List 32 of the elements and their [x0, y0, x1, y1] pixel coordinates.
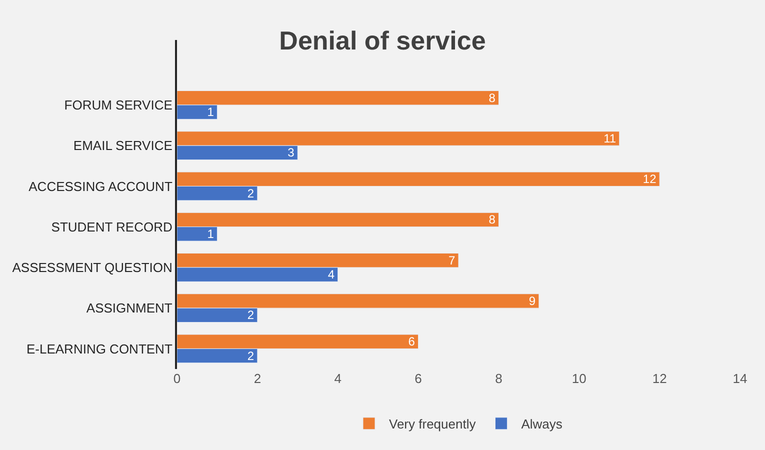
y-tick-label: E-LEARNING CONTENT: [26, 341, 172, 356]
data-label: 6: [408, 334, 416, 349]
data-label: 2: [247, 348, 254, 363]
y-tick-label: STUDENT RECORD: [51, 219, 172, 234]
x-tick-label: 12: [652, 371, 667, 386]
data-label: 12: [642, 172, 657, 186]
data-label: 4: [328, 268, 335, 282]
y-tick-label: ASSIGNMENT: [86, 300, 172, 316]
data-label: 1: [207, 105, 214, 120]
chart-title: Denial of service: [279, 26, 486, 56]
legend-label: Always: [521, 416, 563, 432]
data-label: 2: [247, 308, 254, 322]
y-tick-label: ASSESSMENT QUESTION: [12, 260, 172, 276]
data-label: 8: [488, 212, 496, 227]
x-tick-label: 4: [334, 371, 342, 386]
x-tick-label: 14: [732, 371, 748, 386]
data-label: 2: [247, 186, 254, 200]
y-tick-label: FORUM SERVICE: [64, 98, 173, 113]
legend-label: Very frequently: [389, 416, 476, 432]
y-tick-label: ACCESSING ACCOUNT: [28, 178, 172, 194]
x-tick-label: 10: [572, 371, 586, 386]
x-tick-label: 6: [414, 371, 422, 386]
y-tick-label: EMAIL SERVICE: [73, 138, 173, 154]
data-label: 11: [604, 131, 616, 146]
x-tick-label: 8: [495, 371, 502, 386]
x-tick-label: 0: [173, 371, 181, 386]
data-label: 7: [448, 253, 456, 268]
data-label: 8: [488, 90, 496, 105]
x-tick-label: 2: [254, 371, 262, 386]
data-label: 9: [528, 294, 536, 308]
data-label: 1: [207, 226, 214, 241]
data-label: 3: [288, 146, 295, 160]
